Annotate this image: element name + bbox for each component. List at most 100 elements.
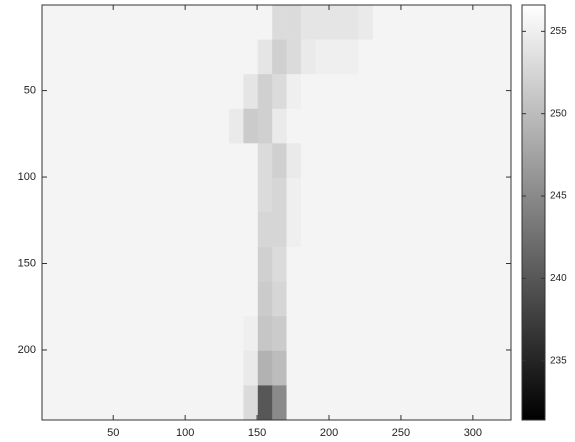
cell (171, 108, 187, 144)
cell (430, 177, 446, 213)
cell (128, 177, 144, 213)
y-tick-label: 200 (18, 344, 36, 356)
axes-box (41, 4, 512, 421)
cell (257, 212, 273, 248)
cell (487, 108, 503, 144)
cell (387, 281, 402, 317)
cell (85, 5, 100, 40)
cell (344, 177, 359, 213)
cell (257, 247, 273, 282)
cell (56, 385, 72, 421)
cell (430, 316, 446, 352)
cell (387, 350, 402, 386)
cell (430, 247, 446, 282)
cell (502, 39, 512, 75)
cell (171, 74, 187, 110)
cell (99, 74, 115, 110)
cell (272, 316, 287, 352)
cell (85, 177, 100, 213)
cell (272, 350, 287, 386)
cell (185, 316, 201, 352)
cell (416, 143, 431, 179)
cell (142, 143, 158, 179)
colorbar-tick-label: 250 (550, 108, 567, 119)
cell (272, 108, 287, 144)
cell (128, 212, 144, 248)
cell (387, 385, 402, 421)
cell (272, 247, 287, 282)
cell (142, 247, 158, 282)
cell (487, 350, 503, 386)
cell (229, 108, 244, 144)
cell (358, 281, 374, 317)
cell (128, 5, 144, 40)
cell (99, 177, 115, 213)
cell (128, 39, 144, 75)
cell (502, 316, 512, 352)
cell (257, 316, 273, 352)
cell (329, 39, 345, 75)
cell (56, 247, 72, 282)
cell (85, 385, 100, 421)
cell (286, 212, 302, 248)
cell (286, 177, 302, 213)
cell (487, 177, 503, 213)
cell (128, 316, 144, 352)
colorbar-tick-label: 235 (550, 355, 567, 366)
cell (70, 212, 86, 248)
y-tick-label: 50 (24, 85, 36, 97)
cell (157, 212, 172, 248)
cell (99, 316, 115, 352)
cell (42, 385, 57, 421)
cell (229, 143, 244, 179)
cell (502, 385, 512, 421)
cell (344, 316, 359, 352)
cell (272, 385, 287, 421)
cell (214, 143, 230, 179)
cell (444, 316, 460, 352)
cell (142, 108, 158, 144)
cell (113, 5, 129, 40)
cell (243, 385, 259, 421)
cell (315, 350, 331, 386)
cell (171, 143, 187, 179)
cell (315, 177, 331, 213)
cell (113, 212, 129, 248)
cell (502, 5, 512, 40)
cell (185, 385, 201, 421)
cell (214, 74, 230, 110)
cell (42, 108, 57, 144)
cell (329, 247, 345, 282)
cell (372, 143, 388, 179)
cell (257, 5, 273, 40)
cell (444, 247, 460, 282)
cell (257, 281, 273, 317)
cell (142, 39, 158, 75)
cell (171, 247, 187, 282)
cell (444, 350, 460, 386)
cell (459, 143, 474, 179)
cell (315, 281, 331, 317)
cell (185, 212, 201, 248)
cell (70, 74, 86, 110)
cell (459, 177, 474, 213)
cell (444, 177, 460, 213)
cell (42, 177, 57, 213)
cell (459, 74, 474, 110)
cell (358, 5, 374, 40)
cell (157, 247, 172, 282)
cell (171, 350, 187, 386)
cell (502, 74, 512, 110)
cell (487, 5, 503, 40)
cell (430, 385, 446, 421)
cell (473, 350, 489, 386)
cell (243, 74, 259, 110)
cell (286, 316, 302, 352)
cell (401, 108, 417, 144)
cell (42, 350, 57, 386)
cell (473, 316, 489, 352)
cell (42, 247, 57, 282)
cell (99, 108, 115, 144)
cell (214, 177, 230, 213)
cell (185, 5, 201, 40)
